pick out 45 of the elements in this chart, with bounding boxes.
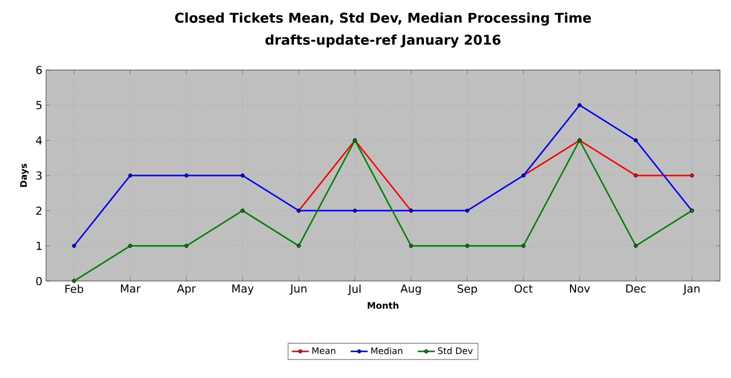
y-tick-label: 1 [36,242,42,250]
y-tick-label: 5 [36,101,42,110]
x-tick-label: Nov [570,284,590,293]
point [72,244,76,248]
point [634,244,638,248]
x-tick-label: Jan [682,284,700,295]
point [521,244,526,248]
point [128,173,132,178]
x-tick-label: Aug [400,284,421,295]
chart-subtitle: drafts-update-ref January 2016 [265,34,500,48]
y-tick-label: 3 [36,171,42,180]
point [240,208,245,213]
point [184,173,188,178]
legend-label: Std Dev [438,347,473,354]
point [352,208,357,213]
legend-label: Median [371,347,402,354]
x-tick-label: Apr [177,284,196,295]
y-axis-title: Days [20,164,29,187]
y-tick-label: 0 [36,276,42,286]
x-tick-label: Mar [120,284,141,293]
x-tick-label: Jul [348,284,361,296]
x-tick-label: Sep [458,284,477,295]
x-tick-label: Dec [626,284,646,293]
point [296,244,301,248]
point [465,244,470,248]
point [184,244,188,248]
point [72,278,76,284]
point [634,173,638,178]
y-tick-label: 2 [36,206,42,215]
point [690,173,694,178]
x-tick-label: Oct [514,284,533,293]
x-tick-label: May [232,284,254,295]
point [409,244,414,248]
point [240,173,245,178]
y-tick-label: 6 [36,66,42,74]
x-axis-title: Month [368,302,398,309]
point [128,244,132,248]
y-tick-label: 4 [36,136,42,144]
x-tick-label: Jun [290,284,306,295]
chart-title: Closed Tickets Mean, Std Dev, Median Processing Time [175,12,591,26]
point [634,138,638,142]
legend-label: Mean [312,347,336,354]
point [465,208,470,213]
point [578,103,582,108]
x-tick-label: Feb [65,284,84,293]
